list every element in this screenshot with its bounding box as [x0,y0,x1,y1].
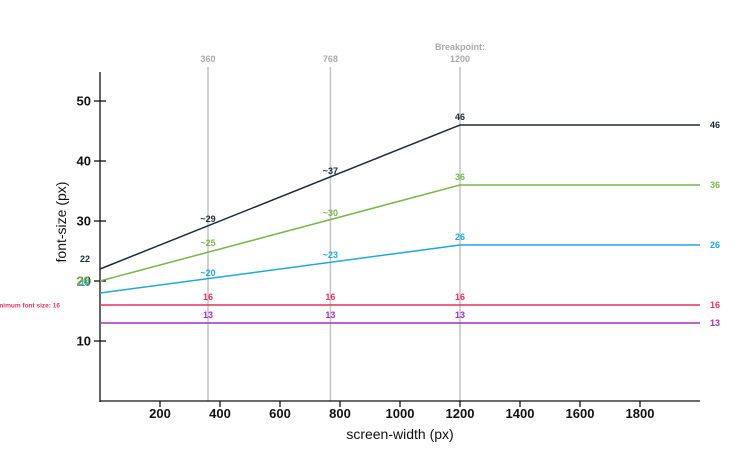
breakpoint-caption: Breakpoint: [435,42,485,52]
x-tick-label: 400 [209,406,231,421]
series-lines [99,124,700,324]
data-label: ~37 [323,166,338,176]
data-label: 13 [325,310,335,320]
data-label: 46 [710,120,720,130]
x-axis-title: screen-width (px) [346,426,453,442]
x-tick-label: 1200 [446,406,475,421]
y-tick-label: 30 [77,214,91,229]
x-tick-label: 1400 [506,406,535,421]
series-line-3 [99,244,700,294]
start-value-annotation: 20 [77,274,91,288]
data-label: 16 [325,292,335,302]
x-tick-label: 200 [149,406,171,421]
data-label: ~20 [200,268,215,278]
axes: 200 400 600 800 1000 1200 1400 1600 1800 10 20 30 40… [77,72,700,421]
minimum-font-size-annotation: Minimum font size: 16 [0,303,60,310]
data-label: 26 [455,232,465,242]
data-label: 16 [455,292,465,302]
data-label: 46 [455,112,465,122]
data-label: ~29 [200,214,215,224]
x-tick-label: 1000 [386,406,415,421]
data-label: 16 [710,300,720,310]
y-tick-label: 10 [77,334,91,349]
data-labels: 22 ~29 ~37 46 46 ~25 ~30 36 36 18 ~20 ~23 26 26 16 16 16… [0,112,720,328]
data-label: ~25 [200,238,215,248]
series-line-1 [99,124,700,270]
data-label: 36 [455,172,465,182]
x-tick-label: 600 [269,406,291,421]
data-label: 13 [455,310,465,320]
data-label: 22 [80,254,90,264]
breakpoint-label-1200: 1200 [450,54,470,64]
series-line-2 [99,184,700,282]
breakpoint-label-360: 360 [200,54,215,64]
data-label: ~30 [323,208,338,218]
data-label: 13 [203,310,213,320]
breakpoint-label-768: 768 [323,54,338,64]
y-tick-label: 40 [77,154,91,169]
data-label: 26 [710,240,720,250]
data-label: ~23 [323,250,338,260]
data-label: 13 [710,318,720,328]
data-label: 36 [710,180,720,190]
data-label: 16 [203,292,213,302]
x-tick-label: 800 [329,406,351,421]
y-tick-label: 20 [77,274,91,289]
y-tick-label: 50 [77,94,91,109]
y-axis-title: font-size (px) [53,182,69,263]
breakpoint-markers: 360 768 Breakpoint: 1200 [200,42,485,401]
x-tick-label: 1800 [626,406,655,421]
x-tick-label: 1600 [566,406,595,421]
data-label: 18 [80,278,90,288]
